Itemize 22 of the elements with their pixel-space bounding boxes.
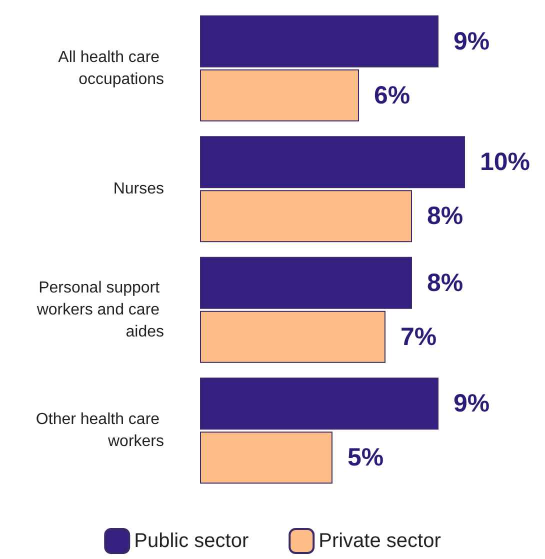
legend-label: Public sector xyxy=(134,530,249,552)
y-tick-label: Other health care workers xyxy=(36,411,164,450)
data-label: 6% xyxy=(374,81,410,110)
bar xyxy=(200,190,412,242)
data-label: 10% xyxy=(480,148,530,176)
data-label: 8% xyxy=(427,202,464,230)
bar xyxy=(200,69,359,122)
data-label: 7% xyxy=(400,322,437,351)
legend-label: Private sector xyxy=(318,530,442,552)
data-label: 9% xyxy=(454,390,490,418)
data-label: 9% xyxy=(454,27,490,56)
data-label: 8% xyxy=(427,268,464,297)
data-label: 5% xyxy=(348,444,384,472)
bar xyxy=(200,310,386,363)
bar xyxy=(200,378,438,430)
bar xyxy=(200,256,412,309)
bar xyxy=(200,15,438,68)
bar xyxy=(200,136,465,188)
y-tick-label: Personal support workers and care aides xyxy=(36,279,164,340)
y-tick-label: Nurses xyxy=(113,180,164,198)
y-tick-label: All health care occupations xyxy=(58,48,164,88)
bar xyxy=(200,432,332,484)
